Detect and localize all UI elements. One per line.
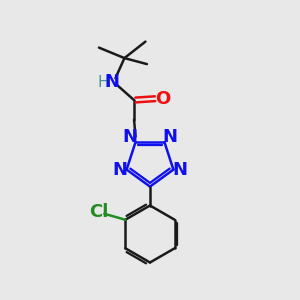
Text: N: N (172, 160, 188, 178)
Text: N: N (112, 160, 128, 178)
Text: Cl: Cl (88, 203, 108, 221)
Text: N: N (123, 128, 138, 146)
Text: N: N (162, 128, 177, 146)
Text: N: N (104, 73, 119, 91)
Text: H: H (97, 76, 109, 91)
Text: O: O (155, 90, 171, 108)
